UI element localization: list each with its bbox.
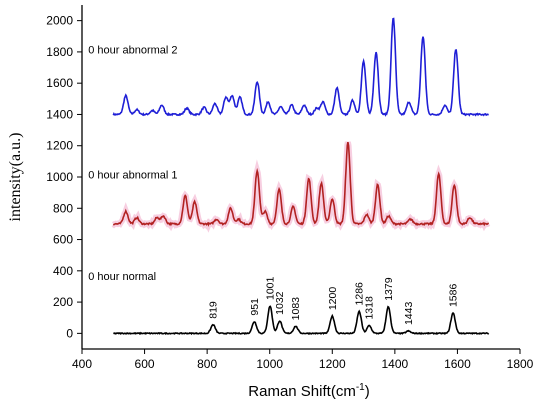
x-tick-label: 800 [197, 357, 217, 371]
peak-label: 1443 [403, 301, 415, 325]
y-axis-title: intensity(a.u.) [7, 133, 24, 222]
y-tick-label: 400 [53, 264, 73, 278]
y-tick-label: 800 [53, 201, 73, 215]
labels: 0 hour abnormal 2 0 hour abnormal 1 0 hour… [88, 44, 459, 325]
axes: 400 600 800 1000 1200 1400 1600 1800 0 200 400 600 8… [7, 5, 534, 400]
x-tick-label: 1800 [507, 357, 534, 371]
peak-label: 1083 [290, 297, 302, 321]
series-label-2: 0 hour normal [88, 271, 156, 283]
y-tick-label: 1600 [46, 76, 73, 90]
x-tick-label: 1200 [319, 357, 346, 371]
series-line-0 [112, 17, 489, 117]
y-tick-label: 1400 [46, 107, 73, 121]
x-tick-label: 600 [135, 357, 155, 371]
x-tick-label: 400 [72, 357, 92, 371]
x-axis-title: Raman Shift(cm-1) [248, 382, 369, 400]
peak-label: 1318 [364, 296, 376, 320]
peak-label: 1379 [383, 277, 395, 301]
y-tick-label: 1800 [46, 45, 73, 59]
y-tick-label: 1000 [46, 170, 73, 184]
y-tick-label: 2000 [46, 14, 73, 28]
peak-label: 1200 [327, 287, 339, 311]
series-label-1: 0 hour abnormal 1 [88, 170, 177, 182]
x-tick-label: 1400 [382, 357, 409, 371]
x-tick-label: 1600 [444, 357, 471, 371]
peak-label: 1001 [265, 276, 277, 300]
y-tick-label: 1200 [46, 139, 73, 153]
peak-label: 1286 [354, 282, 366, 306]
peak-label: 951 [249, 298, 261, 316]
peak-label: 1032 [274, 291, 286, 315]
y-tick-label: 200 [53, 295, 73, 309]
x-tick-label: 1000 [256, 357, 283, 371]
y-tick-label: 0 [66, 326, 73, 340]
series-line-1 [112, 141, 490, 227]
y-tick-label: 600 [53, 233, 73, 247]
peak-label: 819 [208, 301, 220, 319]
series-glow-1 [111, 141, 491, 233]
plot-area [111, 17, 491, 336]
series-label-0: 0 hour abnormal 2 [88, 44, 177, 56]
series-line-2 [113, 305, 490, 336]
peak-label: 1586 [448, 284, 460, 308]
